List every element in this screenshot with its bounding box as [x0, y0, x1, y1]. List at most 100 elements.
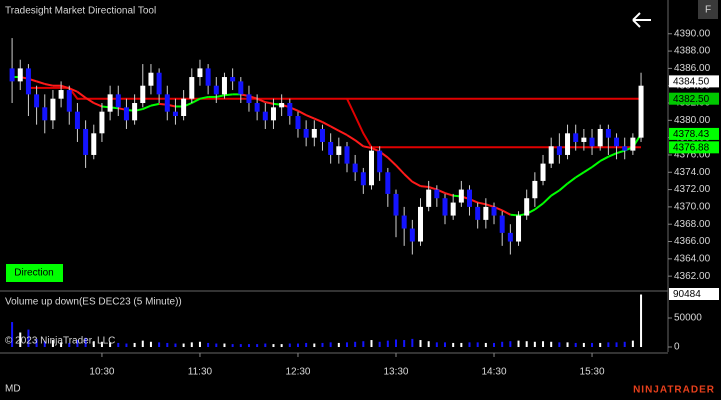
ma-segment — [338, 129, 348, 136]
x-tick-label: 14:30 — [482, 367, 507, 378]
candle-body — [581, 137, 587, 142]
volume-bar — [517, 340, 520, 348]
candle-body — [17, 68, 23, 82]
volume-bar — [337, 342, 340, 348]
candle-body — [42, 107, 48, 121]
volume-bar — [345, 342, 348, 348]
ma-segment — [191, 97, 201, 104]
volume-bar — [460, 342, 463, 348]
candle-body — [442, 198, 448, 216]
candle-body — [638, 85, 644, 138]
candle-body — [270, 107, 276, 121]
ma-segment — [224, 93, 233, 97]
candle-body — [507, 232, 513, 242]
candle-body — [532, 180, 538, 199]
candle-body — [344, 146, 350, 164]
ma-segment — [354, 139, 364, 148]
candle-body — [426, 189, 432, 207]
volume-bar — [305, 342, 308, 348]
ma-segment — [510, 213, 519, 217]
candle-body — [238, 81, 244, 95]
volume-bar — [272, 344, 275, 348]
price-flag — [669, 92, 719, 105]
ma-segment — [44, 82, 54, 87]
y-tick-label: 4362.00 — [674, 271, 711, 282]
volume-bar — [533, 341, 536, 348]
volume-flag-label: 90484 — [673, 289, 701, 300]
x-tick-label: 10:30 — [89, 367, 114, 378]
ma-segment — [411, 180, 421, 188]
volume-bar — [411, 338, 414, 348]
ma-segment — [566, 176, 577, 185]
volume-bar — [370, 340, 373, 348]
volume-bar — [378, 341, 381, 348]
ma-segment — [444, 192, 454, 197]
volume-bar — [542, 341, 545, 348]
y-tick-label: 4376.00 — [674, 150, 711, 161]
candle-body — [156, 72, 162, 95]
status: MD — [5, 384, 21, 395]
volume-bar — [174, 343, 177, 348]
volume-bar — [403, 340, 406, 348]
ma-segment — [256, 97, 266, 104]
ma-segment — [420, 185, 429, 188]
ma-segment — [534, 202, 544, 211]
candle-body — [434, 189, 440, 199]
candle-body — [74, 111, 80, 129]
candle-body — [393, 193, 399, 216]
direction-label: Direction — [14, 268, 53, 279]
ma-segment — [575, 171, 585, 179]
candle-body — [548, 146, 554, 164]
volume-bar — [109, 342, 112, 348]
back-arrow[interactable] — [632, 12, 651, 28]
y-tick-label: 4368.00 — [674, 219, 711, 230]
candle-body — [491, 206, 497, 216]
volume-bar — [280, 344, 283, 348]
ma-segment — [583, 166, 593, 174]
f-button[interactable] — [698, 0, 718, 19]
candle-body — [352, 163, 358, 173]
candle-body — [172, 111, 178, 116]
candle-body — [458, 189, 464, 203]
level-line — [28, 86, 641, 100]
volume-bar — [435, 342, 438, 348]
volume-bar — [207, 342, 210, 348]
candle-body — [254, 103, 260, 112]
candle-body — [418, 206, 424, 242]
candle-body — [50, 98, 56, 121]
candle-body — [475, 206, 481, 220]
ma-segment — [501, 209, 511, 216]
ma-segment — [297, 109, 307, 117]
volume-bar — [68, 342, 71, 348]
candle-body — [319, 128, 325, 142]
volume-bar — [149, 341, 152, 348]
ma-segment — [322, 121, 332, 128]
candle-body — [385, 172, 391, 194]
volume-bar — [11, 322, 14, 348]
ma-segment — [305, 114, 315, 120]
volume-bar — [51, 340, 54, 348]
ma-segment — [428, 186, 438, 191]
ma-segment — [550, 189, 560, 197]
volume-bar — [166, 342, 169, 348]
volume-bar — [550, 341, 553, 348]
ma-segment — [607, 152, 617, 158]
volume-bar — [141, 340, 144, 348]
volume-bar — [239, 344, 242, 348]
ma-segment — [599, 155, 609, 162]
volume-bar — [264, 343, 267, 348]
candle-body — [597, 128, 603, 147]
x-tick-label: 12:30 — [285, 367, 310, 378]
candle-body — [336, 146, 342, 155]
volume-bar — [84, 337, 87, 348]
candle-body — [614, 137, 620, 147]
brand-logo: NINJATRADER — [633, 385, 715, 396]
candle-body — [34, 94, 40, 108]
candle-body — [262, 111, 268, 121]
volume-bar — [623, 341, 626, 348]
f-button-label[interactable]: F — [705, 5, 711, 16]
candle-body — [303, 128, 309, 138]
volume-bar — [215, 343, 218, 348]
candle-body — [573, 133, 579, 142]
volume-bar — [427, 341, 430, 348]
